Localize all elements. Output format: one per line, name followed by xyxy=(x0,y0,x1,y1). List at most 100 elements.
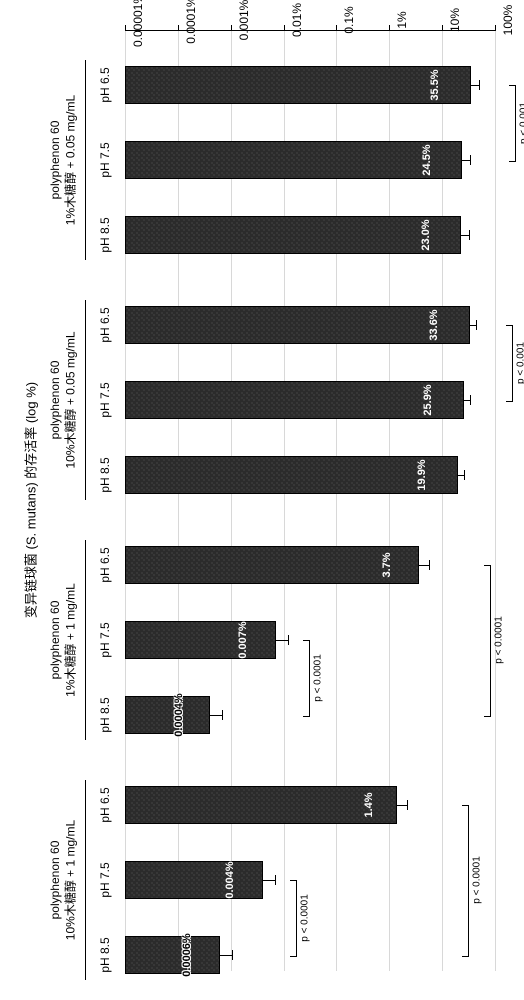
bar-value-label: 0.0004% xyxy=(173,693,185,736)
x-tick-label: 0.1% xyxy=(342,6,356,33)
bar-value-label: 25.9% xyxy=(422,384,434,415)
significance-label: p < 0.001 xyxy=(516,342,524,384)
ph-label: pH 6.5 xyxy=(98,547,112,582)
ph-label: pH 7.5 xyxy=(98,862,112,897)
x-tick-label: 0.001% xyxy=(237,0,251,40)
group-label-top: 1%木糖醇 + 0.05 mg/mL xyxy=(62,95,79,225)
error-bar xyxy=(397,805,407,806)
significance-bracket xyxy=(303,640,310,717)
error-bar xyxy=(461,235,469,236)
significance-bracket xyxy=(509,85,516,162)
group-label-bottom: polyphenon 60 xyxy=(48,601,62,680)
bar xyxy=(125,696,210,734)
group-label-bottom: polyphenon 60 xyxy=(48,121,62,200)
ph-label: pH 6.5 xyxy=(98,67,112,102)
axis-tick xyxy=(495,25,496,30)
bar-value-label: 23.0% xyxy=(420,219,432,250)
bar-value-label: 24.5% xyxy=(421,144,433,175)
bar-value-label: 3.7% xyxy=(381,552,393,577)
bar xyxy=(125,786,397,824)
group-label-bottom: polyphenon 60 xyxy=(48,841,62,920)
x-tick-label: 1% xyxy=(395,11,409,28)
error-cap xyxy=(429,560,430,570)
error-cap xyxy=(288,635,289,645)
bar xyxy=(125,456,458,494)
axis-tick xyxy=(389,25,390,30)
ph-label: pH 8.5 xyxy=(98,937,112,972)
error-cap xyxy=(275,875,276,885)
bar-value-label: 0.007% xyxy=(237,621,249,658)
x-tick-label: 0.01% xyxy=(290,3,304,37)
group-label-top: 10%木糖醇 + 0.05 mg/mL xyxy=(62,331,79,468)
error-cap xyxy=(476,320,477,330)
group-divider-line xyxy=(85,60,86,260)
significance-bracket xyxy=(462,805,469,957)
significance-label: p < 0.001 xyxy=(519,102,524,144)
group-divider-line xyxy=(85,300,86,500)
gridline xyxy=(495,31,496,971)
error-cap xyxy=(464,470,465,480)
bar xyxy=(125,141,462,179)
group-label-bottom: polyphenon 60 xyxy=(48,361,62,440)
ph-label: pH 7.5 xyxy=(98,142,112,177)
error-cap xyxy=(222,710,223,720)
error-cap xyxy=(470,395,471,405)
ph-label: pH 8.5 xyxy=(98,457,112,492)
survival-chart: 变异链球菌 (S. mutans) 的存活率 (log %) 100% 10% 1%… xyxy=(0,0,524,1000)
x-tick-label: 100% xyxy=(501,5,515,36)
error-bar xyxy=(210,715,222,716)
significance-label: p < 0.0001 xyxy=(472,856,483,904)
ph-label: pH 7.5 xyxy=(98,622,112,657)
axis-tick xyxy=(284,25,285,30)
ph-label: pH 8.5 xyxy=(98,697,112,732)
ph-label: pH 8.5 xyxy=(98,217,112,252)
bar xyxy=(125,621,276,659)
ph-label: pH 6.5 xyxy=(98,787,112,822)
axis-tick xyxy=(336,25,337,30)
bar xyxy=(125,216,461,254)
x-tick-label: 0.0001% xyxy=(184,0,198,44)
group-label-top: 1%木糖醇 + 1 mg/mL xyxy=(62,583,79,697)
error-cap xyxy=(407,800,408,810)
error-cap xyxy=(479,80,480,90)
bar-value-label: 33.6% xyxy=(428,309,440,340)
bar xyxy=(125,936,220,974)
significance-bracket xyxy=(506,325,513,402)
group-label-top: 10%木糖醇 + 1 mg/mL xyxy=(62,820,79,940)
significance-bracket xyxy=(484,565,491,717)
x-tick-label: 10% xyxy=(448,8,462,32)
axis-tick xyxy=(125,25,126,30)
error-bar xyxy=(263,880,275,881)
axis-tick xyxy=(178,25,179,30)
bar xyxy=(125,861,263,899)
error-bar xyxy=(471,85,479,86)
significance-label: p < 0.0001 xyxy=(300,894,311,942)
error-bar xyxy=(220,955,232,956)
bar-value-label: 0.0006% xyxy=(181,933,193,976)
group-divider-line xyxy=(85,780,86,980)
bar-value-label: 0.004% xyxy=(224,861,236,898)
error-cap xyxy=(232,950,233,960)
bar xyxy=(125,306,470,344)
x-tick-label: 0.00001% xyxy=(131,0,145,47)
bar-value-label: 19.9% xyxy=(416,459,428,490)
bar xyxy=(125,546,419,584)
bar-value-label: 1.4% xyxy=(363,792,375,817)
y-axis-title: 变异链球菌 (S. mutans) 的存活率 (log %) xyxy=(21,382,40,618)
ph-label: pH 6.5 xyxy=(98,307,112,342)
axis-tick xyxy=(442,25,443,30)
significance-bracket xyxy=(290,880,297,957)
significance-label: p < 0.0001 xyxy=(313,654,324,702)
error-bar xyxy=(276,640,288,641)
axis-tick xyxy=(231,25,232,30)
error-cap xyxy=(470,155,471,165)
ph-label: pH 7.5 xyxy=(98,382,112,417)
bar xyxy=(125,381,464,419)
bar-value-label: 35.5% xyxy=(429,69,441,100)
error-bar xyxy=(462,160,470,161)
significance-label: p < 0.0001 xyxy=(494,616,505,664)
error-bar xyxy=(419,565,429,566)
group-divider-line xyxy=(85,540,86,740)
error-cap xyxy=(469,230,470,240)
bar xyxy=(125,66,471,104)
